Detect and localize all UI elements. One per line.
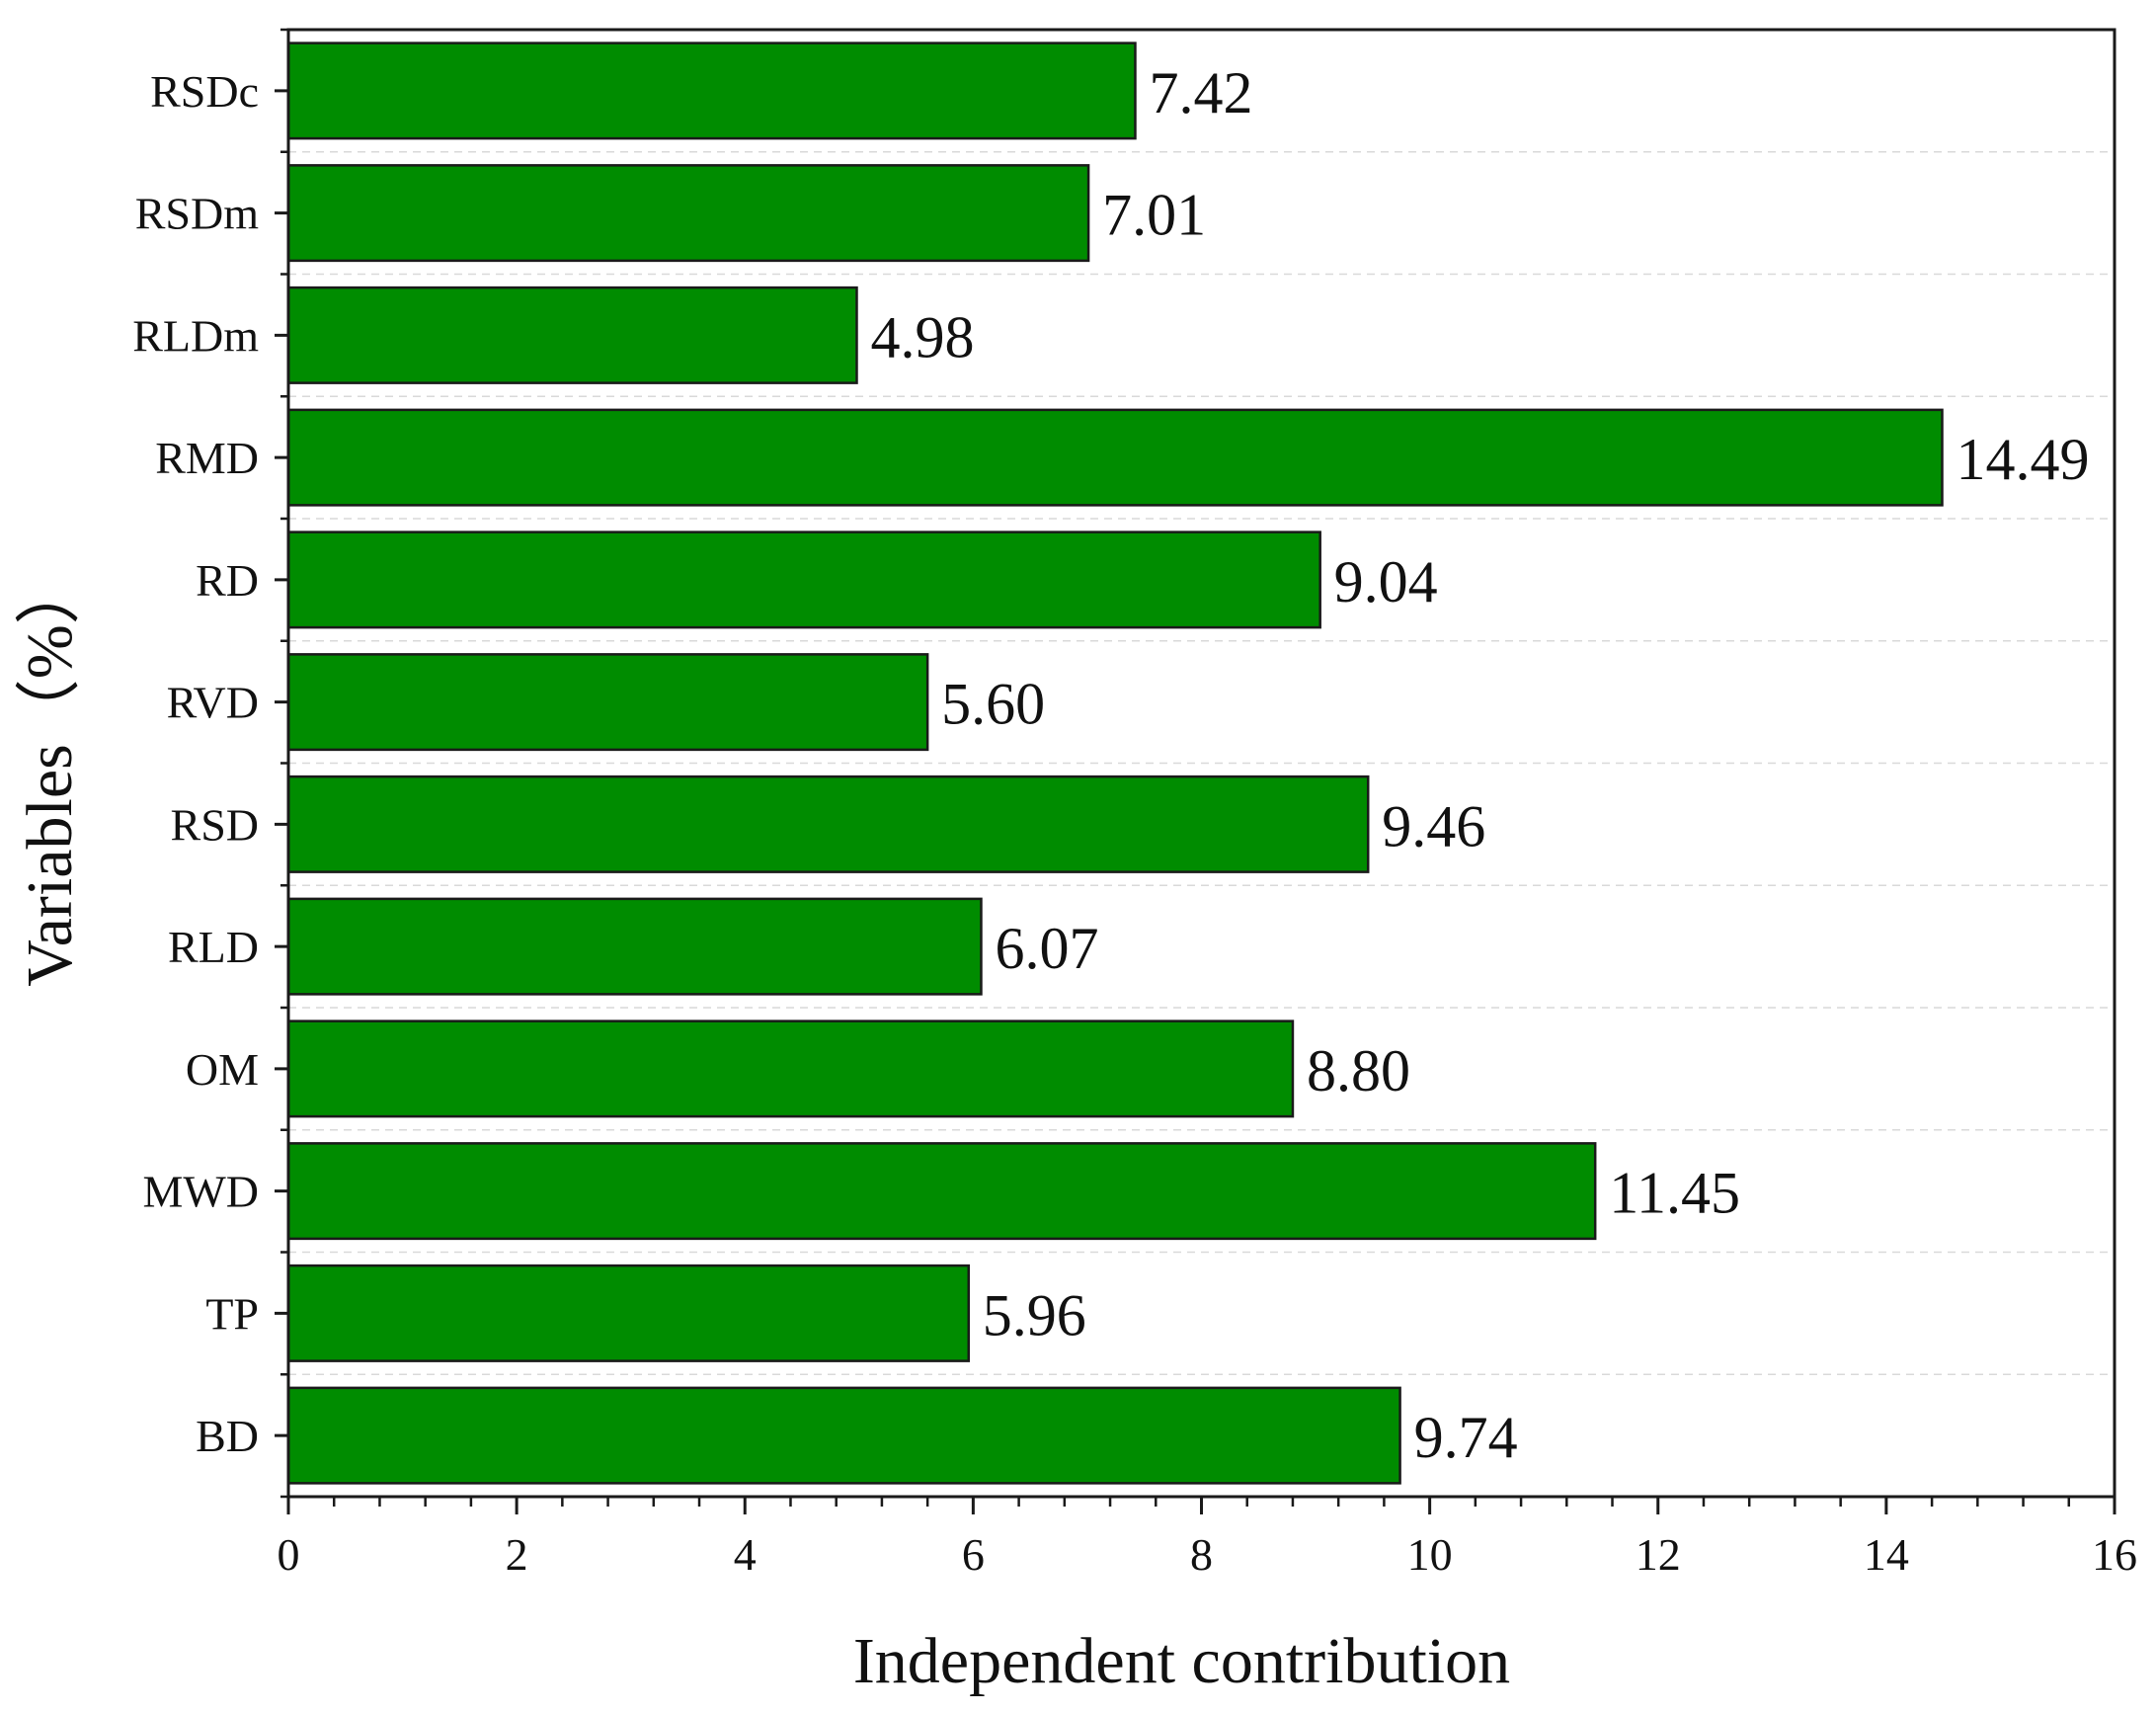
y-axis-ticks: BD TP MWD OM RLD RSD RVD RD RMD RLDm RSDm RSDc: [132, 28, 288, 1499]
data-label-om: 8.80: [1307, 1038, 1410, 1103]
y-tick-label-om: OM: [186, 1044, 259, 1095]
x-tick-label: 0: [278, 1529, 300, 1580]
grid-lines: [288, 151, 2115, 1375]
y-tick-label-rld: RLD: [168, 922, 259, 972]
y-tick-label-rd: RD: [196, 555, 259, 606]
x-axis-ticks: 0 2 4 6 8 10 12 14 16: [278, 1497, 2137, 1580]
y-tick-label-tp: TP: [205, 1288, 259, 1339]
bar-tp: [286, 1264, 971, 1362]
x-tick-label: 8: [1190, 1529, 1213, 1580]
x-axis-title: Independent contribution: [853, 1625, 1510, 1697]
data-label-rsd: 9.46: [1382, 793, 1485, 858]
data-label-rvd: 5.60: [941, 672, 1045, 737]
y-tick-label-bd: BD: [196, 1411, 259, 1461]
x-tick-label: 4: [734, 1529, 757, 1580]
data-label-mwd: 11.45: [1609, 1161, 1740, 1226]
data-label-tp: 5.96: [983, 1282, 1086, 1347]
data-label-rsdc: 7.42: [1149, 60, 1252, 125]
bar-rsdm: [286, 164, 1090, 263]
data-label-rld: 6.07: [995, 916, 1098, 981]
bar-rsdc: [286, 41, 1137, 140]
x-tick-label: 10: [1407, 1529, 1453, 1580]
x-tick-label: 2: [506, 1529, 528, 1580]
y-tick-label-rvd: RVD: [167, 678, 259, 728]
bar-rmd: [286, 408, 1944, 507]
y-tick-label-rsdm: RSDm: [135, 189, 259, 239]
x-tick-label: 12: [1636, 1529, 1681, 1580]
x-tick-label: 14: [1864, 1529, 1909, 1580]
bar-rvd: [286, 653, 929, 752]
y-axis-title: Variables（%）: [14, 559, 86, 987]
bar-rld: [286, 897, 983, 996]
bar-rldm: [286, 286, 858, 384]
bar-rsd: [286, 775, 1370, 873]
bar-om: [286, 1020, 1295, 1118]
x-tick-label: 6: [962, 1529, 985, 1580]
data-labels: 9.74 5.96 11.45 8.80 6.07 9.46 5.60 9.04 14.49 4.…: [871, 60, 2090, 1470]
bars: [286, 41, 1944, 1485]
data-label-bd: 9.74: [1414, 1405, 1518, 1470]
y-tick-label-rldm: RLDm: [132, 310, 259, 361]
data-label-rldm: 4.98: [871, 304, 975, 369]
bar-bd: [286, 1386, 1401, 1485]
bar-rd: [286, 531, 1321, 629]
y-tick-label-rmd: RMD: [155, 433, 259, 483]
x-tick-label: 16: [2092, 1529, 2137, 1580]
y-tick-label-rsd: RSD: [171, 799, 259, 850]
y-tick-label-rsdc: RSDc: [150, 66, 259, 117]
bar-mwd: [286, 1142, 1597, 1241]
data-label-rd: 9.04: [1334, 549, 1438, 614]
data-label-rsdm: 7.01: [1102, 183, 1206, 248]
data-label-rmd: 14.49: [1956, 427, 2090, 492]
y-tick-label-mwd: MWD: [142, 1167, 259, 1217]
